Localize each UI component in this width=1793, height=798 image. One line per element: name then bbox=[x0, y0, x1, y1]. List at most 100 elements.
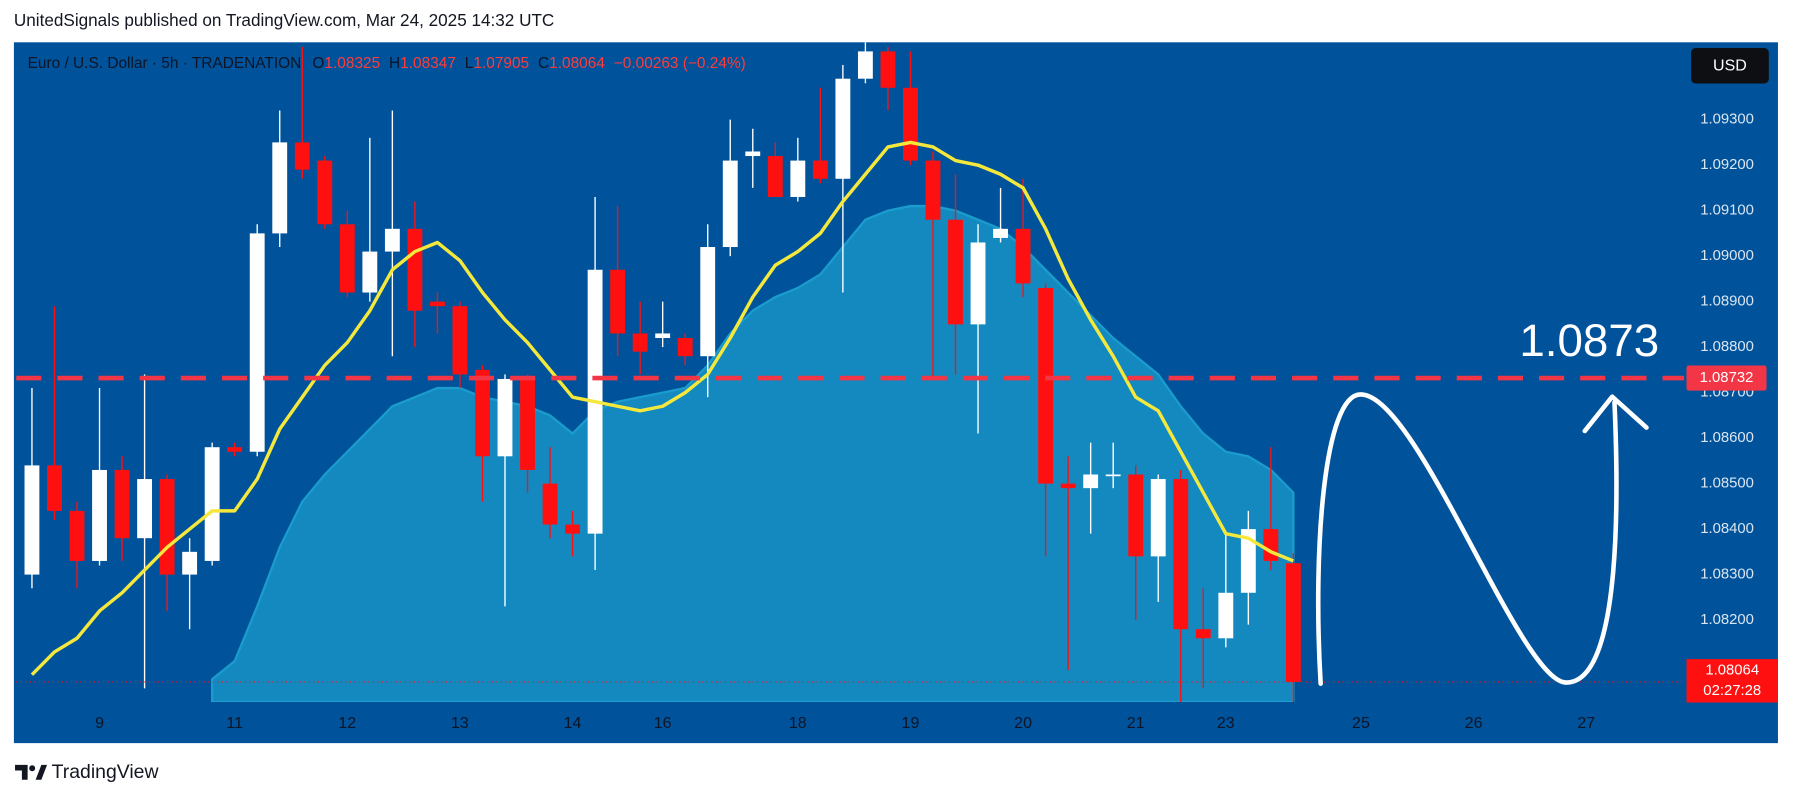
countdown-label: 02:27:28 bbox=[1703, 683, 1761, 699]
x-tick-label: 25 bbox=[1352, 715, 1370, 732]
legend: Euro / U.S. Dollar · 5h · TRADENATION O1… bbox=[28, 55, 746, 72]
candle-body bbox=[1083, 474, 1099, 489]
candle-body bbox=[993, 228, 1008, 238]
candle-body bbox=[1218, 592, 1234, 639]
candle-body bbox=[1285, 563, 1301, 682]
candle-body bbox=[948, 219, 963, 325]
footer-brand: TradingView bbox=[52, 761, 160, 783]
candle-body bbox=[1015, 228, 1031, 284]
candle-body bbox=[677, 338, 693, 357]
candle-body bbox=[182, 551, 198, 575]
candle-body bbox=[790, 160, 806, 197]
currency-label: USD bbox=[1713, 58, 1747, 75]
x-tick-label: 9 bbox=[95, 715, 104, 732]
candle-body bbox=[475, 369, 490, 457]
candle-body bbox=[565, 524, 581, 534]
candle-body bbox=[520, 378, 535, 470]
y-tick-label: 1.08200 bbox=[1700, 612, 1754, 628]
ohlc-key: H bbox=[389, 55, 400, 72]
candle-body bbox=[159, 479, 175, 575]
ohlc-key: L bbox=[465, 55, 474, 72]
candle-body bbox=[92, 469, 107, 561]
candle-body bbox=[429, 301, 445, 307]
candle-body bbox=[272, 142, 288, 234]
x-tick-label: 13 bbox=[451, 715, 469, 732]
plot-area bbox=[16, 42, 1685, 702]
candle-body bbox=[925, 160, 941, 220]
y-tick-label: 1.09000 bbox=[1700, 248, 1754, 264]
candle-body bbox=[745, 151, 761, 157]
footer-logo bbox=[15, 764, 48, 780]
candle-body bbox=[227, 447, 243, 452]
candle-body bbox=[903, 87, 918, 161]
candle-body bbox=[137, 479, 153, 539]
x-tick-label: 21 bbox=[1127, 715, 1145, 732]
candle-body bbox=[700, 247, 716, 357]
logo-mark bbox=[15, 764, 28, 780]
candle-body bbox=[1105, 474, 1121, 477]
candle-body bbox=[24, 465, 40, 575]
candle-body bbox=[362, 251, 378, 293]
candle-body bbox=[1060, 483, 1076, 489]
candle-body bbox=[497, 378, 513, 457]
drawn-arrowhead bbox=[1582, 394, 1649, 434]
candle-body bbox=[835, 78, 851, 179]
y-tick-label: 1.08900 bbox=[1700, 294, 1754, 310]
candle-body bbox=[767, 156, 783, 197]
currency-button[interactable] bbox=[1691, 48, 1769, 84]
candle-body bbox=[384, 228, 400, 252]
x-tick-label: 11 bbox=[226, 715, 243, 732]
y-tick-label: 1.08500 bbox=[1700, 476, 1754, 492]
candle-body bbox=[114, 469, 130, 539]
candle-body bbox=[69, 510, 85, 561]
candle-body bbox=[812, 160, 828, 179]
ohlc-key: C bbox=[538, 55, 549, 72]
candle-body bbox=[1173, 479, 1189, 630]
change: −0.00263 (−0.24%) bbox=[614, 55, 746, 72]
candle-body bbox=[249, 233, 265, 452]
ohlc-value: 1.07905 bbox=[473, 55, 529, 72]
y-tick-label: 1.09200 bbox=[1700, 157, 1754, 173]
logo-mark bbox=[29, 765, 36, 772]
candle-body bbox=[204, 447, 220, 561]
candle-body bbox=[1128, 474, 1144, 557]
candle-body bbox=[857, 51, 873, 79]
y-tick-label: 1.08800 bbox=[1700, 339, 1754, 355]
drawn-projection bbox=[1315, 392, 1619, 686]
x-tick-label: 18 bbox=[789, 715, 807, 732]
candle-body bbox=[1038, 287, 1054, 484]
candle-body bbox=[1150, 479, 1166, 557]
logo-mark bbox=[35, 764, 48, 780]
candle-body bbox=[722, 160, 738, 248]
y-tick-label: 1.08600 bbox=[1700, 430, 1754, 446]
candle-body bbox=[610, 269, 626, 334]
last-price-label: 1.08064 bbox=[1705, 662, 1759, 678]
candle-body bbox=[542, 483, 558, 525]
x-tick-label: 16 bbox=[654, 715, 672, 732]
x-tick-label: 14 bbox=[564, 715, 582, 732]
candle-body bbox=[632, 333, 648, 352]
last-price-box bbox=[1686, 659, 1778, 703]
y-tick-label: 1.08300 bbox=[1700, 567, 1754, 583]
ohlc-value: 1.08325 bbox=[324, 55, 380, 72]
ohlc-key: O bbox=[312, 55, 324, 72]
x-tick-label: 27 bbox=[1577, 715, 1595, 732]
publisher-header: UnitedSignals published on TradingView.c… bbox=[14, 10, 554, 30]
candle-body bbox=[970, 242, 986, 325]
x-tick-label: 26 bbox=[1465, 715, 1483, 732]
candle-body bbox=[294, 142, 310, 170]
symbol-title: Euro / U.S. Dollar · 5h · TRADENATION bbox=[28, 55, 302, 72]
candle-body bbox=[1240, 529, 1256, 593]
x-tick-label: 19 bbox=[902, 715, 920, 732]
candle-body bbox=[880, 51, 896, 88]
level-annotation: 1.0873 bbox=[1519, 315, 1659, 366]
candle-body bbox=[452, 306, 468, 375]
y-tick-label: 1.09100 bbox=[1700, 203, 1754, 219]
candle-body bbox=[47, 465, 62, 511]
axes: 1.09300 1.09200 1.09100 1.09000 1.08900 1.088… bbox=[95, 112, 1754, 732]
level-price-label: 1.08732 bbox=[1700, 370, 1754, 386]
level-price-box bbox=[1686, 365, 1767, 391]
ohlc-value: 1.08347 bbox=[400, 55, 456, 72]
overlay-area bbox=[211, 204, 1295, 702]
